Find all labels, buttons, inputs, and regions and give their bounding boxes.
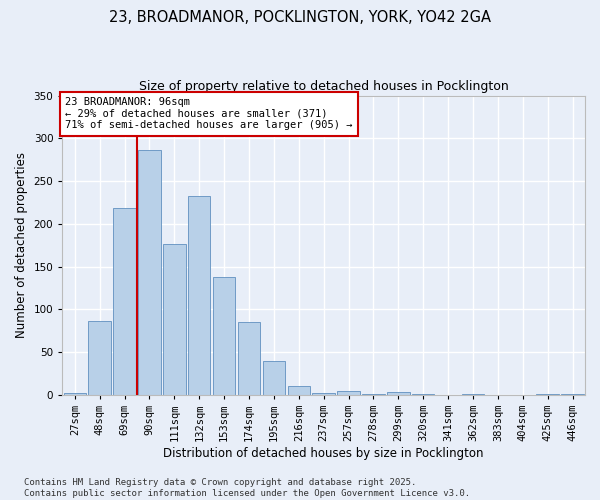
Bar <box>536 394 559 395</box>
Bar <box>313 393 335 395</box>
Text: 23, BROADMANOR, POCKLINGTON, YORK, YO42 2GA: 23, BROADMANOR, POCKLINGTON, YORK, YO42 … <box>109 10 491 25</box>
Bar <box>412 394 434 395</box>
Bar <box>387 392 410 395</box>
Bar <box>163 244 185 395</box>
Bar <box>138 150 161 395</box>
Title: Size of property relative to detached houses in Pocklington: Size of property relative to detached ho… <box>139 80 509 93</box>
Bar <box>213 277 235 395</box>
Bar <box>113 208 136 395</box>
Bar <box>64 393 86 395</box>
Bar <box>337 390 360 395</box>
Bar <box>238 322 260 395</box>
Y-axis label: Number of detached properties: Number of detached properties <box>15 152 28 338</box>
Bar <box>362 394 385 395</box>
X-axis label: Distribution of detached houses by size in Pocklington: Distribution of detached houses by size … <box>163 447 484 460</box>
Bar <box>88 322 111 395</box>
Bar <box>462 394 484 395</box>
Text: Contains HM Land Registry data © Crown copyright and database right 2025.
Contai: Contains HM Land Registry data © Crown c… <box>24 478 470 498</box>
Bar <box>188 196 211 395</box>
Bar <box>562 394 584 395</box>
Bar <box>287 386 310 395</box>
Text: 23 BROADMANOR: 96sqm
← 29% of detached houses are smaller (371)
71% of semi-deta: 23 BROADMANOR: 96sqm ← 29% of detached h… <box>65 98 352 130</box>
Bar <box>263 360 285 395</box>
